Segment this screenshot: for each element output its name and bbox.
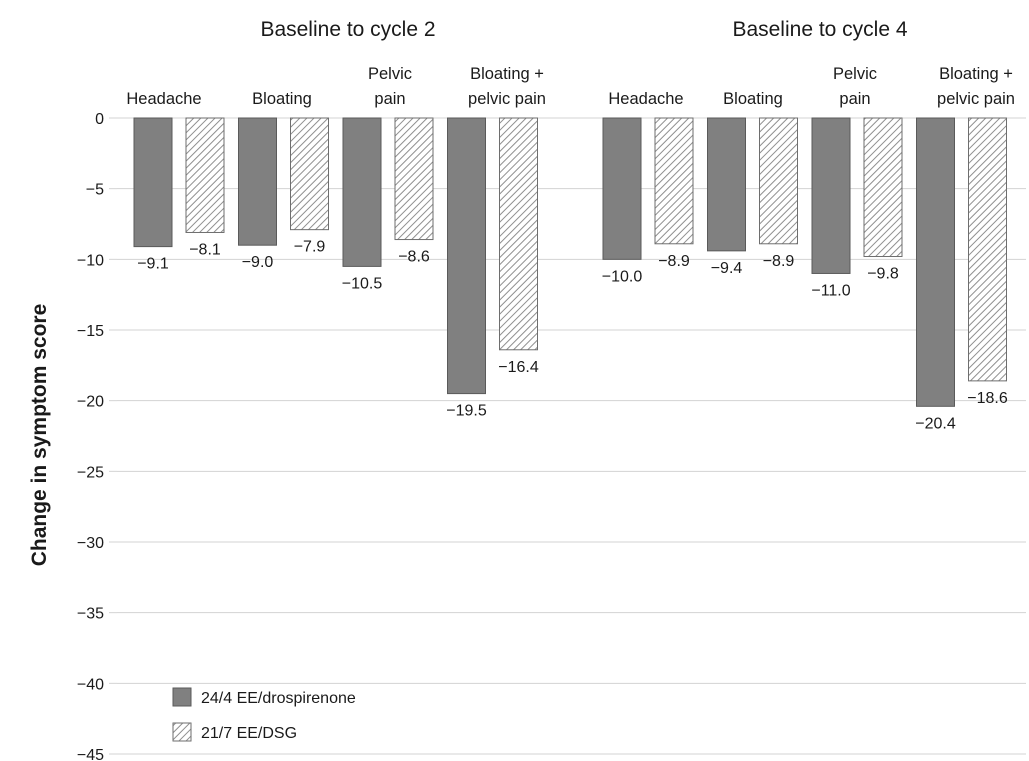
bar-dsg	[968, 117, 1007, 382]
data-label: −10.0	[602, 268, 643, 285]
category-label: Pelvic	[368, 65, 412, 83]
category-label: Bloating +	[470, 65, 544, 83]
bar-drospirenone	[602, 117, 642, 260]
bar-drospirenone	[811, 117, 851, 274]
category-label: pelvic pain	[468, 90, 546, 108]
bar-drospirenone	[342, 117, 382, 267]
y-tick-label: −30	[77, 535, 104, 552]
legend-label-hatch: 21/7 EE/DSG	[201, 725, 297, 742]
y-tick-label: −35	[77, 606, 104, 623]
legend-label-solid: 24/4 EE/drospirenone	[201, 690, 356, 707]
data-label: −10.5	[342, 275, 383, 292]
labels: Baseline to cycle 2 Headache −9.1 −8.1 Bloat…	[126, 18, 1015, 432]
data-label: −16.4	[498, 359, 539, 376]
y-tick-label: −20	[77, 394, 104, 411]
bars	[133, 117, 1007, 407]
y-axis-ticks: 0 −5 −10 −15 −20 −25 −30 −35 −40 −45	[77, 111, 104, 761]
data-label: −8.9	[658, 253, 690, 270]
legend-swatch-solid	[172, 687, 192, 707]
legend: 24/4 EE/drospirenone 21/7 EE/DSG	[172, 687, 356, 742]
y-axis-title: Change in symptom score	[28, 304, 51, 567]
bar-dsg	[499, 117, 538, 351]
category-label: pelvic pain	[937, 90, 1015, 108]
category-label: Bloating	[723, 90, 783, 108]
y-tick-label: 0	[95, 111, 104, 128]
panel-title: Baseline to cycle 2	[260, 18, 435, 41]
category-label: Pelvic	[833, 65, 877, 83]
category-label: Bloating	[252, 90, 312, 108]
data-label: −8.6	[398, 249, 430, 266]
bar-dsg	[863, 117, 903, 258]
y-tick-label: −45	[77, 747, 104, 761]
data-label: −8.1	[189, 241, 221, 258]
data-label: −7.9	[294, 239, 326, 256]
data-label: −18.6	[967, 390, 1008, 407]
bar-drospirenone	[238, 117, 277, 246]
category-label: Bloating +	[939, 65, 1013, 83]
data-label: −8.9	[763, 253, 795, 270]
data-label: −20.4	[915, 415, 956, 432]
category-label: pain	[839, 90, 870, 108]
data-label: −9.4	[711, 260, 743, 277]
y-tick-label: −40	[77, 676, 104, 693]
bar-drospirenone	[707, 117, 746, 252]
y-tick-label: −10	[77, 252, 104, 269]
data-label: −19.5	[446, 403, 487, 420]
bar-dsg	[394, 117, 434, 241]
legend-swatch-hatch	[172, 722, 192, 742]
category-label: Headache	[608, 90, 683, 108]
category-label: Headache	[126, 90, 201, 108]
data-label: −9.1	[137, 256, 169, 273]
bar-dsg	[759, 117, 798, 245]
category-label: pain	[374, 90, 405, 108]
bar-drospirenone	[447, 117, 486, 395]
data-label: −9.8	[867, 266, 899, 283]
bar-dsg	[185, 117, 225, 233]
bar-drospirenone	[133, 117, 173, 248]
panel-title: Baseline to cycle 4	[732, 18, 907, 41]
bar-drospirenone	[916, 117, 955, 407]
bar-dsg	[290, 117, 329, 231]
y-tick-label: −15	[77, 323, 104, 340]
data-label: −11.0	[811, 282, 850, 299]
y-tick-label: −5	[86, 182, 104, 199]
data-label: −9.0	[242, 254, 274, 271]
y-tick-label: −25	[77, 464, 104, 481]
bar-dsg	[654, 117, 694, 245]
